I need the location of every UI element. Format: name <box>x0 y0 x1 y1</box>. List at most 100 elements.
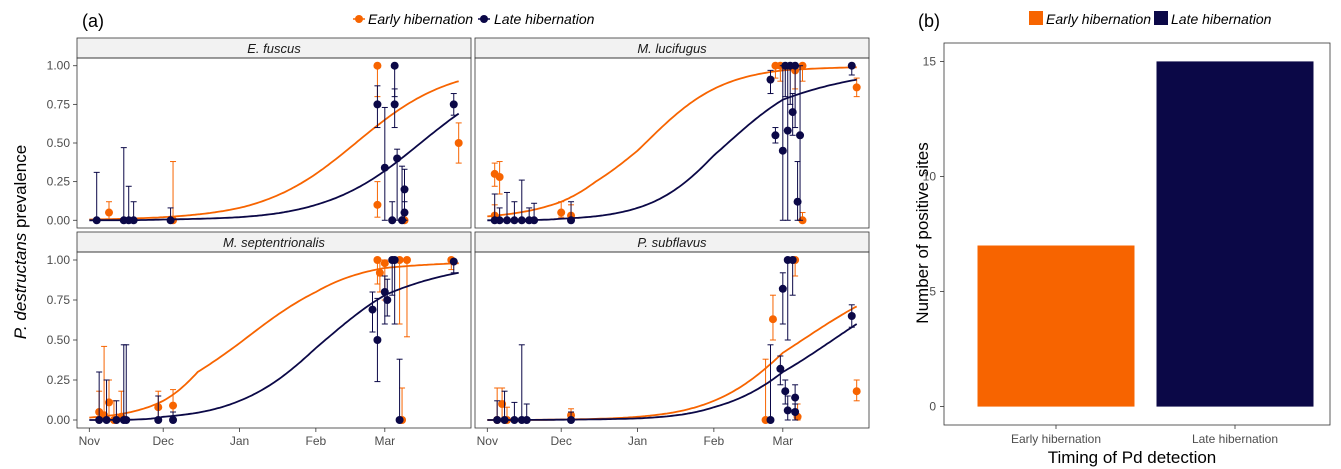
y-tick-label: 0.25 <box>47 373 71 387</box>
late-data-point <box>368 305 377 314</box>
late-data-point <box>154 416 163 424</box>
late-data-point <box>373 100 382 109</box>
x-tick-label: Mar <box>772 434 793 448</box>
late-data-point <box>102 416 111 424</box>
panel-a-ylabel-rest: prevalence <box>11 145 30 233</box>
late-data-point <box>383 296 392 304</box>
panel-b-legend: Early hibernation Late hibernation <box>1029 11 1272 27</box>
early-fit-line <box>487 66 857 218</box>
y-tick-label: 0.50 <box>47 136 71 150</box>
late-data-point <box>791 408 800 416</box>
late-data-point <box>400 208 409 217</box>
bar-y-tick-label: 5 <box>929 285 936 299</box>
facet-frame <box>76 251 472 429</box>
late-data-point <box>796 131 805 140</box>
late-data-point <box>530 216 539 225</box>
late-data-point <box>380 163 389 172</box>
late-data-point <box>388 216 397 225</box>
legend-early-dot <box>355 15 363 23</box>
y-tick-label: 0.00 <box>47 213 71 227</box>
late-data-point <box>503 216 512 225</box>
facet-3: M. septentrionalis 0.00 0.25 0.50 0.75 1.00 No… <box>47 231 472 448</box>
late-data-point <box>522 416 531 424</box>
late-data-point <box>493 416 502 424</box>
early-data-point <box>852 83 861 92</box>
legend-b-late-label: Late hibernation <box>1171 11 1272 27</box>
late-data-point <box>122 416 131 424</box>
late-data-point <box>847 61 856 70</box>
x-tick-label: Mar <box>374 434 395 448</box>
late-data-point <box>500 416 509 424</box>
late-data-point <box>771 131 780 140</box>
y-tick-label: 0.00 <box>47 413 71 427</box>
late-data-point <box>373 336 382 344</box>
late-data-point <box>166 216 175 225</box>
facet-frame <box>474 251 870 429</box>
facet-grid: E. fuscus 0.00 0.25 0.50 0.75 1.00 M. lucifugu… <box>47 37 870 448</box>
late-data-point <box>788 256 797 264</box>
panel-b-ylabel: Number of positive sites <box>913 142 932 323</box>
early-data-point <box>375 268 384 277</box>
late-data-point <box>129 216 138 225</box>
y-tick-label: 0.50 <box>47 333 71 347</box>
early-hibernation-bar <box>977 245 1135 407</box>
early-data-point <box>852 387 861 396</box>
x-tick-label: Dec <box>153 434 174 448</box>
x-tick-label: Feb <box>306 434 327 448</box>
bar-panel-frame <box>943 42 1331 426</box>
late-data-point <box>390 100 399 109</box>
panel-b-label: (b) <box>918 11 940 31</box>
bar-chart: 0 5 10 15 Early hibernation Late hibernation <box>923 42 1331 446</box>
early-fit-line <box>89 262 459 419</box>
early-data-point <box>380 259 389 268</box>
early-data-point <box>557 208 566 217</box>
panel-a-ylabel: P. destructans prevalence <box>11 145 30 339</box>
late-data-point <box>510 416 519 424</box>
late-data-point <box>778 146 787 155</box>
legend-b-early-label: Early hibernation <box>1046 11 1151 27</box>
late-data-point <box>766 75 775 84</box>
facet-title: P. subflavus <box>637 235 707 250</box>
x-tick-label: Dec <box>551 434 572 448</box>
legend-late-label: Late hibernation <box>494 11 595 27</box>
late-data-point <box>791 393 800 402</box>
late-fit-line <box>487 78 857 222</box>
bar-y-tick-label: 10 <box>923 169 937 183</box>
y-tick-label: 0.75 <box>47 293 71 307</box>
early-data-point <box>495 173 504 181</box>
late-data-point <box>390 256 399 264</box>
late-data-point <box>783 126 792 135</box>
panel-b-xlabel: Timing of Pd detection <box>1048 448 1217 467</box>
x-tick-label: Jan <box>230 434 249 448</box>
early-fit-line <box>487 305 858 421</box>
early-data-point <box>402 256 411 264</box>
legend-b-early-swatch <box>1029 11 1043 25</box>
facet-2: M. lucifugus <box>474 37 870 229</box>
late-data-point <box>495 216 504 225</box>
late-data-point <box>567 216 576 225</box>
early-data-point <box>169 401 178 410</box>
x-tick-label: Nov <box>79 434 100 448</box>
late-data-point <box>783 406 792 415</box>
facet-1: E. fuscus 0.00 0.25 0.50 0.75 1.00 <box>47 37 472 229</box>
late-data-point <box>791 61 800 70</box>
legend-late-dot <box>480 15 488 23</box>
late-data-point <box>92 216 101 225</box>
early-data-point <box>373 200 382 209</box>
late-data-point <box>112 416 121 424</box>
legend-b-late-swatch <box>1154 11 1168 25</box>
late-fit-line <box>89 271 459 421</box>
facet-4: P. subflavus Nov Dec Jan Feb Mar <box>474 231 870 448</box>
y-tick-label: 1.00 <box>47 59 71 73</box>
late-fit-line <box>487 323 858 421</box>
late-data-point <box>400 185 409 194</box>
late-hibernation-bar <box>1156 61 1314 407</box>
late-data-point <box>567 416 576 424</box>
late-data-point <box>776 364 785 373</box>
bar-y-tick-label: 15 <box>923 54 937 68</box>
bar-x-tick-label: Early hibernation <box>1011 432 1101 446</box>
bar-x-tick-label: Late hibernation <box>1192 432 1278 446</box>
x-tick-label: Nov <box>477 434 498 448</box>
late-data-point <box>95 416 104 424</box>
